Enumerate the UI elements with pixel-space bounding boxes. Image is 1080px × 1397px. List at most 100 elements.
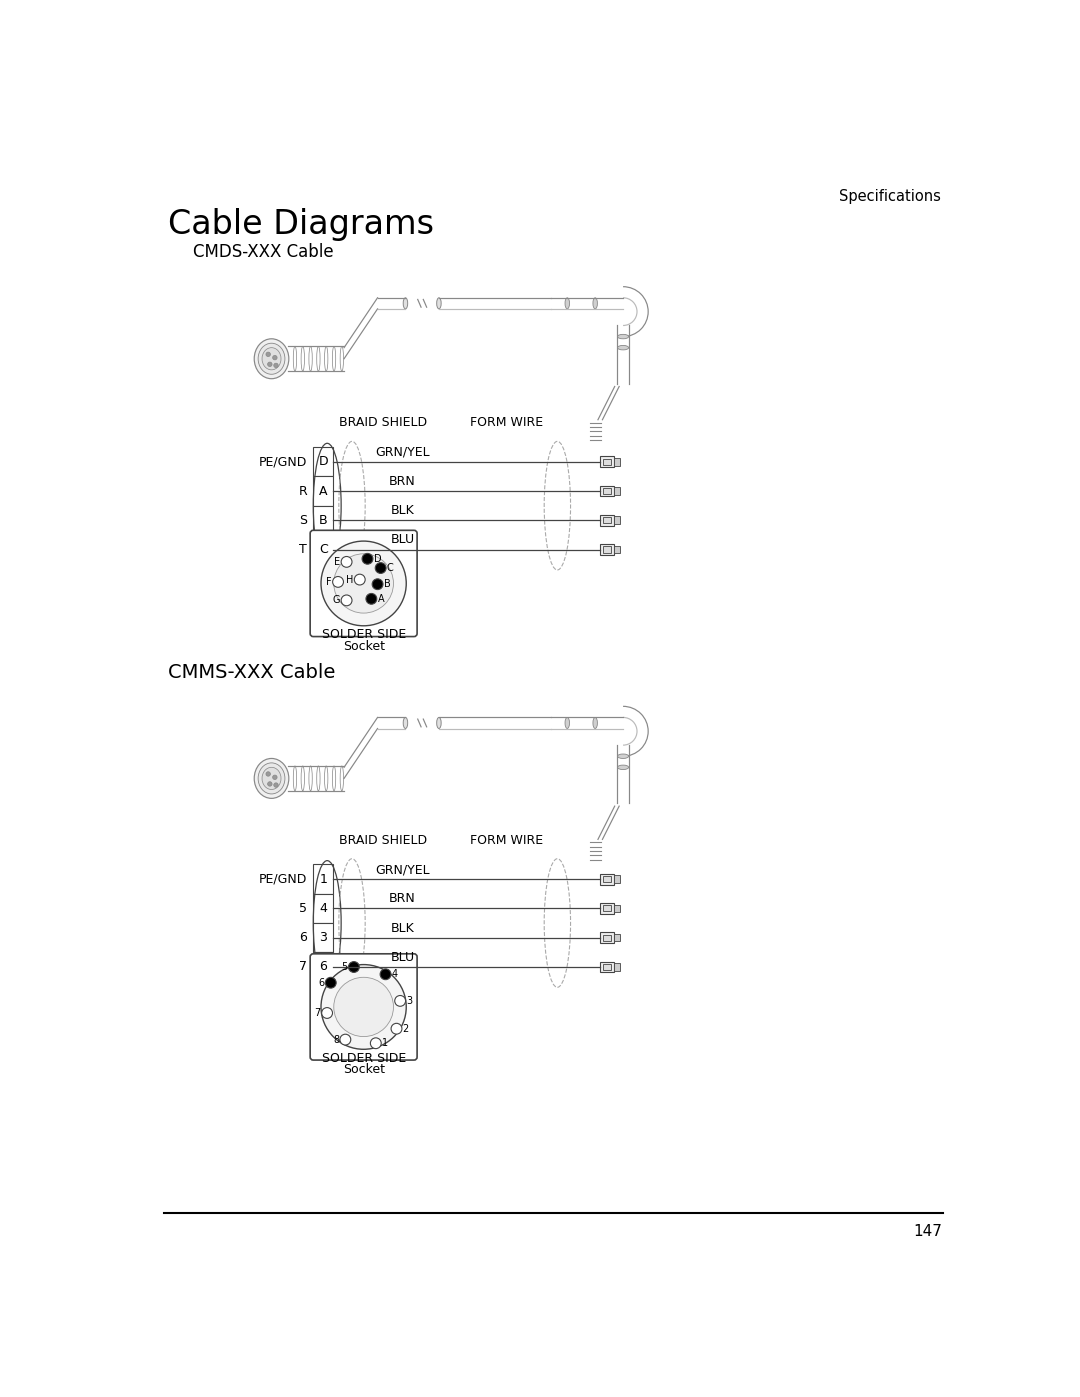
Circle shape xyxy=(370,1038,381,1049)
Text: 6: 6 xyxy=(319,978,325,988)
Circle shape xyxy=(321,541,406,626)
Ellipse shape xyxy=(258,344,285,374)
Bar xyxy=(613,517,620,524)
Ellipse shape xyxy=(618,754,629,759)
Bar xyxy=(613,904,620,912)
Text: R: R xyxy=(298,485,307,497)
Text: 7: 7 xyxy=(314,1009,321,1018)
Text: SOLDER SIDE: SOLDER SIDE xyxy=(322,629,406,641)
Text: C: C xyxy=(319,543,327,556)
Ellipse shape xyxy=(565,718,569,728)
Ellipse shape xyxy=(618,345,629,349)
Circle shape xyxy=(268,782,272,787)
Text: GRN/YEL: GRN/YEL xyxy=(375,863,430,876)
Text: 3: 3 xyxy=(406,996,413,1006)
Text: BRAID SHIELD: BRAID SHIELD xyxy=(339,416,427,429)
Circle shape xyxy=(391,1024,402,1034)
Circle shape xyxy=(268,362,272,366)
Ellipse shape xyxy=(254,759,288,798)
Circle shape xyxy=(354,574,365,585)
Ellipse shape xyxy=(618,334,629,339)
Text: Cable Diagrams: Cable Diagrams xyxy=(167,208,433,240)
Text: 147: 147 xyxy=(914,1224,943,1239)
Text: E: E xyxy=(334,557,340,567)
Text: 1: 1 xyxy=(382,1038,388,1048)
Bar xyxy=(603,517,611,524)
Circle shape xyxy=(266,352,270,356)
Bar xyxy=(600,545,613,555)
Text: S: S xyxy=(299,514,307,527)
Circle shape xyxy=(272,355,278,360)
Bar xyxy=(600,902,613,914)
Circle shape xyxy=(349,961,360,972)
Text: T: T xyxy=(299,543,307,556)
Text: F: F xyxy=(326,577,332,587)
Text: Specifications: Specifications xyxy=(839,189,941,204)
Text: 3: 3 xyxy=(320,932,327,944)
Text: 2: 2 xyxy=(403,1024,409,1034)
Circle shape xyxy=(340,1034,351,1045)
Text: 4: 4 xyxy=(392,970,397,979)
Circle shape xyxy=(334,978,393,1037)
Text: BRN: BRN xyxy=(389,475,416,488)
Circle shape xyxy=(373,578,383,590)
Bar xyxy=(600,961,613,972)
Bar xyxy=(313,506,334,535)
Circle shape xyxy=(366,594,377,605)
Text: G: G xyxy=(333,595,340,605)
Text: A: A xyxy=(319,485,327,497)
Ellipse shape xyxy=(262,767,281,789)
Bar xyxy=(613,933,620,942)
Text: 6: 6 xyxy=(320,960,327,974)
Bar xyxy=(603,488,611,495)
FancyBboxPatch shape xyxy=(310,954,417,1060)
Bar xyxy=(613,458,620,465)
Bar xyxy=(613,963,620,971)
Circle shape xyxy=(272,775,278,780)
Text: BRN: BRN xyxy=(389,893,416,905)
Bar xyxy=(600,515,613,525)
Text: CMMS-XXX Cable: CMMS-XXX Cable xyxy=(167,662,335,682)
Bar xyxy=(313,894,334,923)
Circle shape xyxy=(394,996,406,1006)
Ellipse shape xyxy=(618,766,629,770)
Ellipse shape xyxy=(565,298,569,309)
Bar xyxy=(313,923,334,953)
Text: C: C xyxy=(387,563,393,573)
Ellipse shape xyxy=(254,339,288,379)
Text: 5: 5 xyxy=(299,902,307,915)
Text: B: B xyxy=(383,580,391,590)
Bar xyxy=(313,865,334,894)
Text: 7: 7 xyxy=(299,960,307,974)
Circle shape xyxy=(380,970,391,979)
Text: D: D xyxy=(374,553,381,564)
Bar xyxy=(603,964,611,970)
Circle shape xyxy=(273,363,279,367)
Text: 8: 8 xyxy=(333,1035,339,1045)
Text: SOLDER SIDE: SOLDER SIDE xyxy=(322,1052,406,1065)
Circle shape xyxy=(362,553,373,564)
Circle shape xyxy=(321,964,406,1049)
Text: FORM WIRE: FORM WIRE xyxy=(471,416,543,429)
Text: FORM WIRE: FORM WIRE xyxy=(471,834,543,847)
Text: BLK: BLK xyxy=(391,504,415,517)
Circle shape xyxy=(273,782,279,788)
Text: BRAID SHIELD: BRAID SHIELD xyxy=(339,834,427,847)
Bar xyxy=(613,546,620,553)
Text: CMDS-XXX Cable: CMDS-XXX Cable xyxy=(193,243,334,261)
Circle shape xyxy=(325,978,336,988)
Text: B: B xyxy=(319,514,327,527)
Circle shape xyxy=(266,771,270,777)
Text: 5: 5 xyxy=(341,963,348,972)
Text: Socket: Socket xyxy=(342,640,384,652)
Circle shape xyxy=(375,563,387,573)
Bar xyxy=(603,546,611,553)
Circle shape xyxy=(322,1007,333,1018)
Bar xyxy=(603,876,611,882)
Ellipse shape xyxy=(593,298,597,309)
Bar xyxy=(613,488,620,495)
Text: PE/GND: PE/GND xyxy=(259,873,307,886)
Text: BLK: BLK xyxy=(391,922,415,935)
Text: 1: 1 xyxy=(320,873,327,886)
Bar xyxy=(600,457,613,467)
